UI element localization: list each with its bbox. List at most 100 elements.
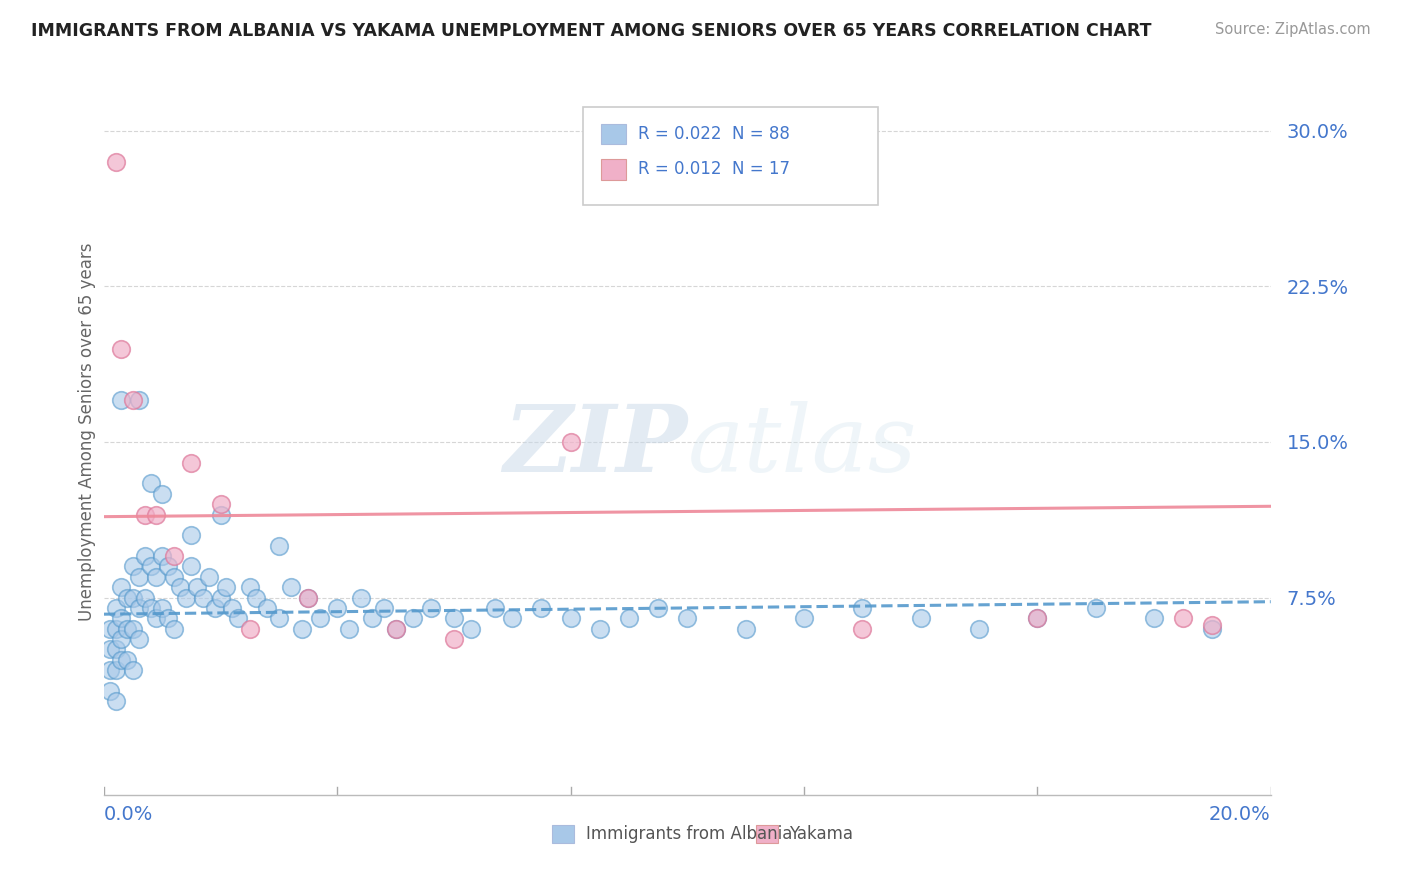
- Point: [150, 601, 173, 615]
- Point: [191, 591, 214, 605]
- Point: [128, 632, 150, 646]
- Point: [122, 591, 145, 605]
- Point: [128, 601, 150, 615]
- Point: [280, 580, 302, 594]
- Point: [308, 611, 330, 625]
- Point: [239, 580, 262, 594]
- Point: [1173, 611, 1195, 625]
- Text: 0.0%: 0.0%: [104, 805, 153, 824]
- Point: [104, 154, 127, 169]
- Point: [98, 642, 121, 657]
- Point: [117, 653, 139, 667]
- Point: [256, 601, 278, 615]
- Point: [157, 611, 180, 625]
- Point: [676, 611, 699, 625]
- Point: [139, 559, 162, 574]
- Point: [647, 601, 669, 615]
- Point: [501, 611, 523, 625]
- Point: [150, 549, 173, 563]
- Point: [104, 694, 127, 708]
- Point: [460, 622, 482, 636]
- Text: atlas: atlas: [688, 401, 917, 491]
- Point: [1143, 611, 1166, 625]
- Point: [104, 601, 127, 615]
- Text: 20.0%: 20.0%: [1209, 805, 1271, 824]
- Point: [157, 559, 180, 574]
- Y-axis label: Unemployment Among Seniors over 65 years: Unemployment Among Seniors over 65 years: [79, 243, 96, 621]
- Point: [117, 591, 139, 605]
- Point: [110, 580, 132, 594]
- Point: [851, 601, 873, 615]
- Point: [122, 622, 145, 636]
- Point: [851, 622, 873, 636]
- Point: [134, 508, 156, 522]
- Point: [443, 632, 465, 646]
- Point: [163, 549, 186, 563]
- Point: [98, 684, 121, 698]
- Point: [1026, 611, 1049, 625]
- Point: [297, 591, 319, 605]
- Text: R = 0.012  N = 17: R = 0.012 N = 17: [638, 161, 790, 178]
- Point: [373, 601, 395, 615]
- Point: [589, 622, 612, 636]
- Text: R = 0.022  N = 88: R = 0.022 N = 88: [638, 125, 790, 143]
- Point: [443, 611, 465, 625]
- Point: [239, 622, 262, 636]
- Point: [209, 497, 232, 511]
- Point: [110, 632, 132, 646]
- Point: [226, 611, 249, 625]
- Point: [484, 601, 506, 615]
- Point: [384, 622, 406, 636]
- Point: [1201, 617, 1223, 632]
- Text: Source: ZipAtlas.com: Source: ZipAtlas.com: [1215, 22, 1371, 37]
- Point: [734, 622, 756, 636]
- Point: [110, 342, 132, 356]
- Point: [967, 622, 990, 636]
- Point: [384, 622, 406, 636]
- Point: [1201, 622, 1223, 636]
- Point: [145, 611, 167, 625]
- Point: [139, 476, 162, 491]
- Text: Immigrants from Albania: Immigrants from Albania: [585, 825, 792, 843]
- Text: IMMIGRANTS FROM ALBANIA VS YAKAMA UNEMPLOYMENT AMONG SENIORS OVER 65 YEARS CORRE: IMMIGRANTS FROM ALBANIA VS YAKAMA UNEMPL…: [31, 22, 1152, 40]
- Point: [128, 393, 150, 408]
- Point: [110, 393, 132, 408]
- Point: [267, 611, 290, 625]
- Point: [139, 601, 162, 615]
- Point: [186, 580, 208, 594]
- Point: [134, 591, 156, 605]
- Point: [104, 663, 127, 677]
- Point: [326, 601, 349, 615]
- Point: [150, 487, 173, 501]
- Point: [793, 611, 815, 625]
- Point: [215, 580, 238, 594]
- Point: [209, 591, 232, 605]
- Point: [145, 570, 167, 584]
- Point: [180, 559, 202, 574]
- Point: [163, 622, 186, 636]
- Point: [134, 549, 156, 563]
- Text: ZIP: ZIP: [503, 401, 688, 491]
- Point: [145, 508, 167, 522]
- Point: [180, 528, 202, 542]
- Point: [1084, 601, 1107, 615]
- Point: [560, 434, 582, 449]
- Point: [117, 622, 139, 636]
- Point: [402, 611, 425, 625]
- Text: Yakama: Yakama: [790, 825, 853, 843]
- Point: [122, 393, 145, 408]
- Point: [337, 622, 360, 636]
- Point: [209, 508, 232, 522]
- Point: [122, 559, 145, 574]
- Point: [291, 622, 314, 636]
- Point: [419, 601, 441, 615]
- Point: [349, 591, 371, 605]
- Point: [204, 601, 226, 615]
- Point: [110, 653, 132, 667]
- Point: [221, 601, 243, 615]
- Point: [180, 456, 202, 470]
- Point: [245, 591, 267, 605]
- Point: [1026, 611, 1049, 625]
- Point: [361, 611, 384, 625]
- Point: [198, 570, 221, 584]
